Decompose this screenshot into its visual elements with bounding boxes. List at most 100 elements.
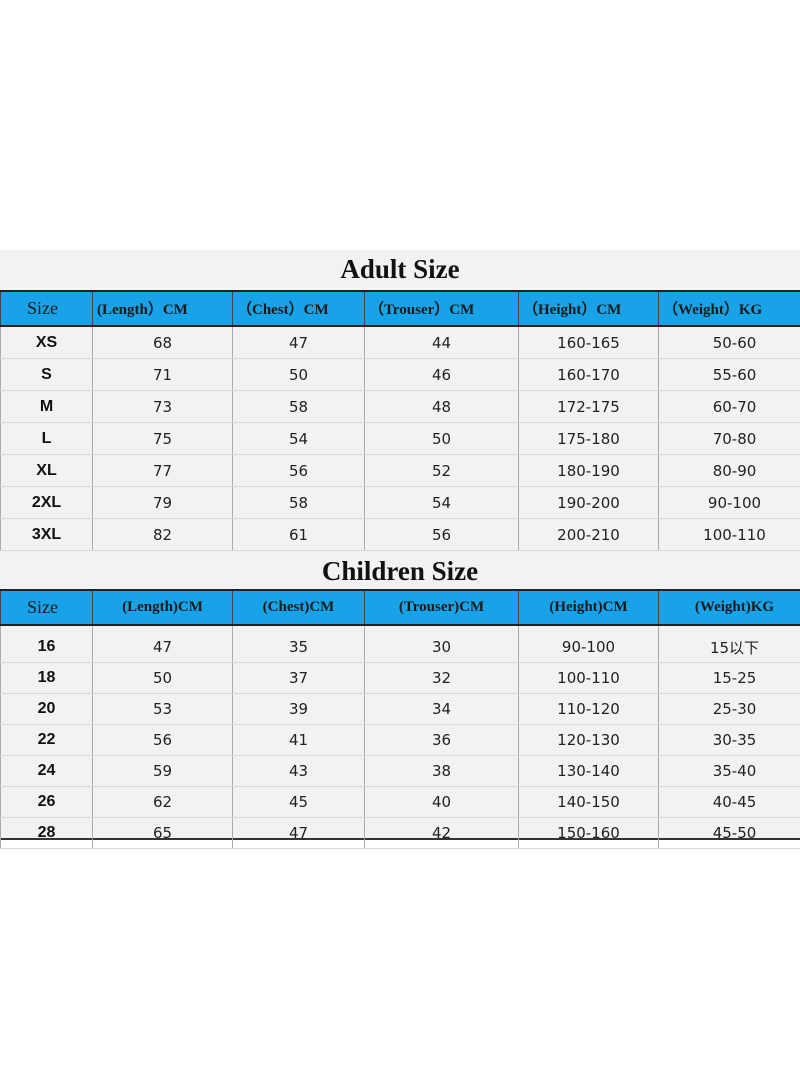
height-cell: 190-200 (518, 486, 659, 519)
adult-size-table: Size (Length）CM （Chest）CM （Trouser）CM （H… (0, 290, 800, 551)
length-cell: 59 (92, 755, 233, 787)
size-cell: 24 (0, 755, 93, 787)
height-cell: 110-120 (518, 693, 659, 725)
table-row: 3XL 82 61 56 200-210 100-110 (0, 518, 800, 551)
size-cell: S (0, 358, 93, 391)
length-cell: 62 (92, 786, 233, 818)
trouser-cell: 34 (364, 693, 519, 725)
weight-cell: 55-60 (658, 358, 800, 391)
chest-cell: 45 (232, 786, 365, 818)
length-cell: 82 (92, 518, 233, 551)
trouser-cell: 36 (364, 724, 519, 756)
col-header-trouser: （Trouser）CM (364, 290, 519, 327)
height-cell: 175-180 (518, 422, 659, 455)
size-cell: L (0, 422, 93, 455)
chest-cell: 47 (232, 326, 365, 359)
height-cell: 160-170 (518, 358, 659, 391)
chest-cell: 54 (232, 422, 365, 455)
chest-cell: 37 (232, 662, 365, 694)
table-row: 18 50 37 32 100-110 15-25 (0, 662, 800, 694)
chest-cell: 56 (232, 454, 365, 487)
size-cell: 20 (0, 693, 93, 725)
col-header-size: Size (0, 589, 93, 626)
table-row: 24 59 43 38 130-140 35-40 (0, 755, 800, 787)
weight-cell: 30-35 (658, 724, 800, 756)
table-row: 26 62 45 40 140-150 40-45 (0, 786, 800, 818)
size-cell: 28 (0, 817, 93, 849)
table-row: XL 77 56 52 180-190 80-90 (0, 454, 800, 487)
table-row: 16 47 35 30 90-100 15以下 (0, 625, 800, 663)
chest-cell: 58 (232, 390, 365, 423)
weight-cell: 15以下 (658, 625, 800, 663)
trouser-cell: 44 (364, 326, 519, 359)
height-cell: 140-150 (518, 786, 659, 818)
length-cell: 71 (92, 358, 233, 391)
trouser-cell: 32 (364, 662, 519, 694)
trouser-cell: 46 (364, 358, 519, 391)
weight-cell: 50-60 (658, 326, 800, 359)
trouser-cell: 40 (364, 786, 519, 818)
weight-cell: 40-45 (658, 786, 800, 818)
table-row: 2XL 79 58 54 190-200 90-100 (0, 486, 800, 519)
trouser-cell: 52 (364, 454, 519, 487)
trouser-cell: 30 (364, 625, 519, 663)
chest-cell: 50 (232, 358, 365, 391)
weight-cell: 70-80 (658, 422, 800, 455)
col-header-trouser: (Trouser)CM (364, 589, 519, 626)
adult-size-title: Adult Size (340, 254, 460, 284)
table-row: S 71 50 46 160-170 55-60 (0, 358, 800, 391)
trouser-cell: 48 (364, 390, 519, 423)
table-row: 28 65 47 42 150-160 45-50 (0, 817, 800, 849)
height-cell: 120-130 (518, 724, 659, 756)
size-cell: XL (0, 454, 93, 487)
weight-cell: 90-100 (658, 486, 800, 519)
length-cell: 65 (92, 817, 233, 849)
chest-cell: 35 (232, 625, 365, 663)
length-cell: 56 (92, 724, 233, 756)
size-cell: M (0, 390, 93, 423)
table-row: M 73 58 48 172-175 60-70 (0, 390, 800, 423)
weight-cell: 60-70 (658, 390, 800, 423)
col-header-height: (Height)CM (518, 589, 659, 626)
table-row: 22 56 41 36 120-130 30-35 (0, 724, 800, 756)
size-cell: 18 (0, 662, 93, 694)
height-cell: 172-175 (518, 390, 659, 423)
length-cell: 68 (92, 326, 233, 359)
trouser-cell: 56 (364, 518, 519, 551)
length-cell: 75 (92, 422, 233, 455)
chest-cell: 58 (232, 486, 365, 519)
col-header-weight: (Weight)KG (658, 589, 800, 626)
size-cell: 16 (0, 625, 93, 663)
length-cell: 79 (92, 486, 233, 519)
table-row: L 75 54 50 175-180 70-80 (0, 422, 800, 455)
length-cell: 47 (92, 625, 233, 663)
height-cell: 100-110 (518, 662, 659, 694)
col-header-length: (Length）CM (92, 290, 233, 327)
trouser-cell: 38 (364, 755, 519, 787)
height-cell: 200-210 (518, 518, 659, 551)
size-cell: 2XL (0, 486, 93, 519)
length-cell: 53 (92, 693, 233, 725)
length-cell: 73 (92, 390, 233, 423)
size-cell: 3XL (0, 518, 93, 551)
table-row: 20 53 39 34 110-120 25-30 (0, 693, 800, 725)
children-size-title: Children Size (321, 556, 479, 586)
length-cell: 77 (92, 454, 233, 487)
col-header-size: Size (0, 290, 93, 327)
trouser-cell: 42 (364, 817, 519, 849)
col-header-length: (Length)CM (92, 589, 233, 626)
children-header-row: Size (Length)CM (Chest)CM (Trouser)CM (H… (0, 589, 800, 626)
height-cell: 150-160 (518, 817, 659, 849)
trouser-cell: 54 (364, 486, 519, 519)
chest-cell: 41 (232, 724, 365, 756)
height-cell: 130-140 (518, 755, 659, 787)
children-size-table: Size (Length)CM (Chest)CM (Trouser)CM (H… (0, 589, 800, 849)
col-header-height: （Height）CM (518, 290, 659, 327)
chest-cell: 39 (232, 693, 365, 725)
weight-cell: 25-30 (658, 693, 800, 725)
col-header-chest: (Chest)CM (232, 589, 365, 626)
trouser-cell: 50 (364, 422, 519, 455)
adult-header-row: Size (Length）CM （Chest）CM （Trouser）CM （H… (0, 290, 800, 327)
size-cell: 26 (0, 786, 93, 818)
length-cell: 50 (92, 662, 233, 694)
